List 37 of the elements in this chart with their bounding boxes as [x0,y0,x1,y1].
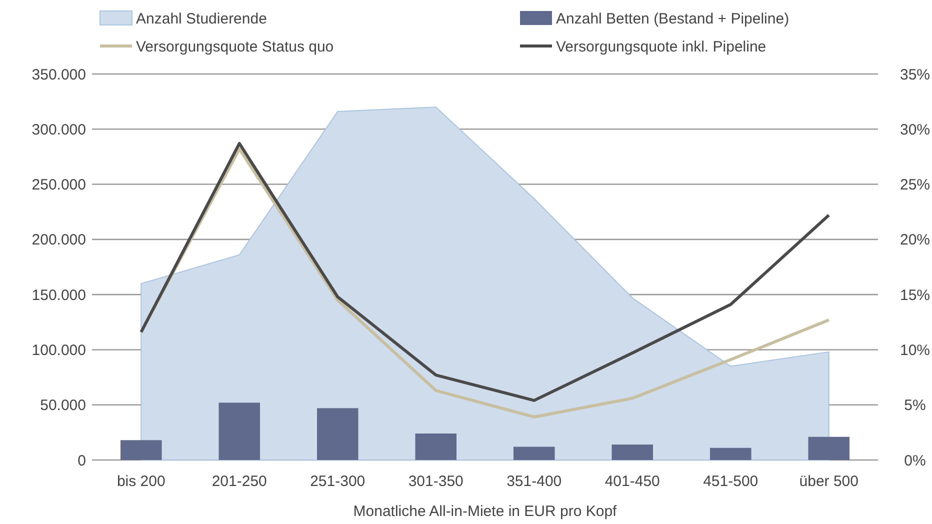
x-tick-label: bis 200 [116,473,166,490]
x-tick-label: 201-250 [212,473,267,490]
legend-label: Versorgungsquote Status quo [136,38,334,56]
x-tick-label: 451-500 [703,473,758,490]
y2-tick-label: 0% [904,452,926,470]
bar [710,448,752,460]
legend-label: Anzahl Betten (Bestand + Pipeline) [556,10,790,28]
x-tick-label: 401-450 [604,473,660,490]
y2-tick-label: 10% [900,342,930,359]
y2-tick-label: 15% [900,286,930,304]
bar [612,444,654,460]
y-tick-label: 100.000 [32,342,86,359]
bar [513,446,555,460]
bar [415,434,457,460]
x-tick-label: 351-400 [506,473,562,490]
x-tick-label: 251-300 [310,473,366,490]
y2-tick-label: 5% [904,397,926,414]
y-tick-label: 200.000 [32,232,86,249]
bar [316,408,358,460]
y-tick-label: 350.000 [32,66,86,84]
bar [120,440,162,460]
y-tick-label: 250.000 [32,176,86,194]
y-tick-label: 150.000 [32,286,86,304]
x-tick-label: über 500 [799,473,858,490]
y2-tick-label: 20% [900,232,930,249]
legend-label: Versorgungsquote inkl. Pipeline [556,38,766,56]
legend-label: Anzahl Studierende [136,10,267,28]
y-tick-label: 50.000 [40,397,86,414]
y2-tick-label: 30% [900,121,930,138]
y2-tick-label: 35% [900,66,930,84]
y2-tick-label: 25% [900,176,930,194]
y-tick-label: 300.000 [32,121,86,138]
bar [218,402,260,460]
x-axis-title: Monatliche All-in-Miete in EUR pro Kopf [353,503,618,520]
bar [808,436,850,460]
y-tick-label: 0 [78,452,86,470]
x-tick-label: 301-350 [408,473,464,490]
